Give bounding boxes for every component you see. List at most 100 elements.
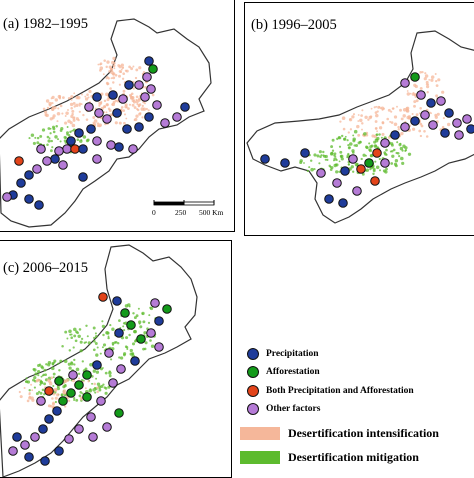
intensification-cover: [418, 129, 422, 133]
mitigation-cover: [139, 325, 143, 329]
intensification-cover: [67, 96, 71, 100]
mitigation-cover: [75, 398, 79, 402]
precipitation-site-marker: [78, 172, 88, 182]
mitigation-cover: [376, 146, 380, 149]
intensification-cover: [93, 119, 98, 123]
mitigation-cover: [363, 132, 367, 136]
afforestation-site-marker: [82, 392, 92, 402]
mitigation-cover: [41, 388, 45, 392]
legend-label-afforestation: Afforestation: [266, 367, 320, 377]
intensification-cover: [409, 92, 412, 95]
mitigation-cover: [392, 148, 396, 152]
mitigation-cover: [102, 333, 105, 337]
mitigation-cover: [32, 141, 36, 145]
mitigation-cover: [352, 134, 355, 137]
intensification-cover: [397, 128, 401, 131]
intensification-cover: [375, 113, 379, 118]
intensification-cover: [53, 387, 58, 392]
mitigation-cover: [334, 155, 337, 158]
mitigation-cover: [85, 324, 88, 328]
mitigation-cover: [360, 157, 363, 161]
mitigation-cover: [331, 149, 335, 152]
intensification-cover: [87, 96, 90, 99]
intensification-cover: [127, 107, 130, 110]
mitigation-cover: [148, 314, 151, 317]
both-marker-icon: [247, 385, 259, 397]
precipitation-site-marker: [124, 80, 134, 90]
mitigation-cover: [347, 163, 350, 166]
intensification-cover: [109, 87, 112, 90]
mitigation-cover: [122, 325, 125, 328]
intensification-cover: [51, 397, 54, 400]
mitigation-cover: [126, 348, 129, 350]
mitigation-cover: [326, 158, 329, 161]
mitigation-cover: [47, 360, 52, 365]
intensification-cover: [446, 122, 451, 127]
intensification-cover: [122, 72, 126, 76]
other-site-marker: [92, 136, 102, 146]
intensification-cover: [107, 77, 110, 80]
intensification-cover: [376, 130, 379, 133]
mitigation-cover: [129, 352, 133, 356]
intensification-cover: [396, 105, 398, 108]
intensification-cover: [42, 107, 46, 111]
precipitation-site-marker: [154, 316, 164, 326]
mitigation-cover: [138, 320, 142, 324]
intensification-cover: [118, 69, 122, 73]
other-site-marker: [36, 144, 46, 154]
other-site-marker: [30, 432, 40, 442]
afforestation-site-marker: [58, 396, 68, 406]
mitigation-cover: [310, 167, 314, 172]
intensification-cover: [103, 99, 107, 103]
mitigation-cover: [308, 166, 311, 169]
intensification-cover: [122, 109, 126, 112]
intensification-cover: [349, 128, 353, 131]
mitigation-cover: [95, 377, 98, 380]
intensification-cover: [73, 105, 76, 108]
other-site-marker: [88, 432, 98, 442]
intensification-cover: [64, 115, 67, 117]
mitigation-cover: [370, 144, 374, 148]
mitigation-cover: [385, 167, 388, 171]
intensification-cover: [361, 122, 364, 125]
intensification-cover: [98, 123, 102, 127]
mitigation-cover: [119, 356, 124, 360]
mitigation-cover: [137, 307, 140, 310]
precipitation-site-marker: [390, 130, 400, 140]
mitigation-cover: [54, 135, 58, 139]
intensification-cover: [120, 106, 124, 109]
intensification-cover: [86, 93, 89, 96]
mitigation-cover: [87, 341, 91, 345]
mitigation-cover: [330, 145, 334, 149]
intensification-cover: [54, 396, 58, 400]
intensification-cover: [430, 75, 435, 79]
mitigation-cover: [25, 377, 28, 380]
mitigation-cover: [79, 349, 83, 353]
mitigation-cover: [52, 384, 55, 388]
intensification-cover: [357, 114, 360, 116]
intensification-cover: [430, 78, 434, 82]
mitigation-cover: [79, 391, 82, 394]
other-site-marker: [142, 72, 152, 82]
mitigation-cover: [135, 314, 139, 318]
mitigation-cover: [348, 146, 351, 149]
intensification-cover: [419, 107, 422, 110]
other-site-marker: [352, 186, 362, 196]
precipitation-site-marker: [130, 356, 140, 366]
mitigation-cover: [37, 374, 40, 377]
scale-tick-500: 500 Km: [199, 208, 224, 217]
intensification-cover: [23, 386, 26, 390]
mitigation-cover: [38, 363, 42, 366]
intensification-cover: [114, 74, 118, 77]
other-site-marker: [146, 84, 156, 94]
other-site-marker: [146, 328, 156, 338]
intensification-cover: [421, 70, 424, 74]
mitigation-cover: [33, 368, 37, 372]
intensification-cover: [75, 95, 79, 100]
mitigation-cover: [352, 170, 355, 173]
scale-bar: 0 250 500 Km: [149, 192, 229, 218]
intensification-cover: [103, 59, 106, 62]
mitigation-cover: [108, 371, 112, 375]
mitigation-cover: [354, 162, 359, 167]
mitigation-cover: [385, 148, 388, 152]
